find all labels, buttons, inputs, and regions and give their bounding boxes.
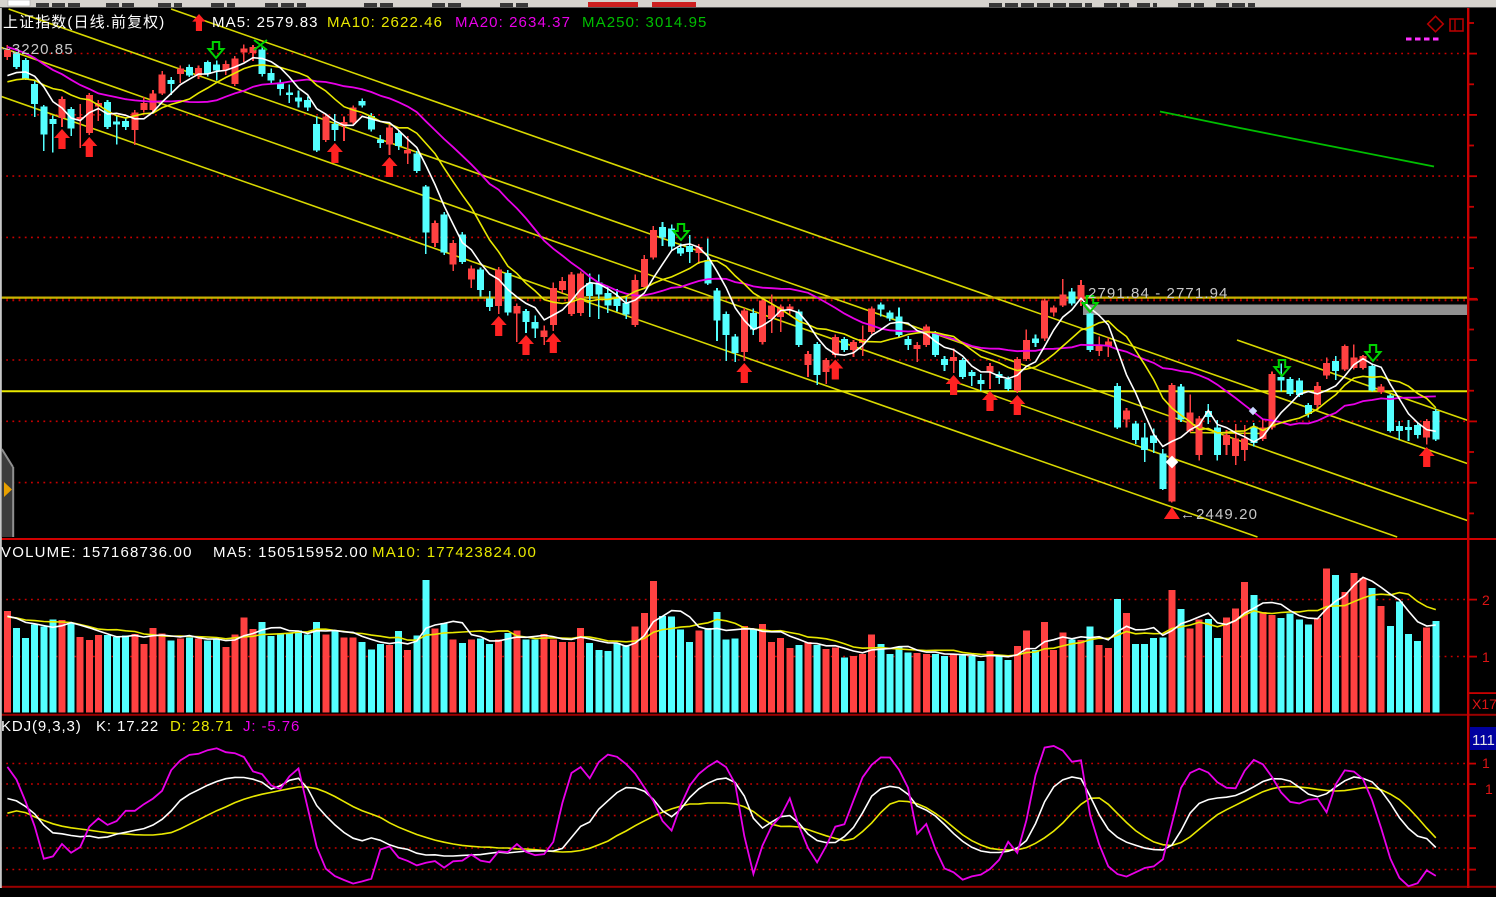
svg-text:2: 2	[1482, 592, 1490, 608]
svg-text:X17: X17	[1472, 696, 1496, 712]
svg-text:MA5: 150515952.00: MA5: 150515952.00	[213, 544, 369, 561]
svg-text:J: -5.76: J: -5.76	[243, 718, 300, 735]
svg-text:MA10: 2622.46: MA10: 2622.46	[327, 14, 443, 31]
svg-text:MA20: 2634.37: MA20: 2634.37	[455, 14, 571, 31]
svg-text:~3220.85: ~3220.85	[2, 41, 74, 58]
svg-text:MA5: 2579.83: MA5: 2579.83	[212, 14, 319, 31]
svg-text:MA10: 177423824.00: MA10: 177423824.00	[372, 544, 537, 561]
svg-text:←2449.20: ←2449.20	[1180, 506, 1258, 523]
svg-text:1: 1	[1482, 755, 1490, 771]
svg-text:111: 111	[1472, 732, 1495, 749]
svg-text:1: 1	[1485, 781, 1493, 797]
svg-text:1: 1	[1482, 649, 1490, 665]
svg-text:D: 28.71: D: 28.71	[170, 718, 234, 735]
svg-text:K: 17.22: K: 17.22	[96, 718, 159, 735]
svg-text:MA250: 3014.95: MA250: 3014.95	[582, 14, 707, 31]
svg-text:KDJ(9,3,3): KDJ(9,3,3)	[1, 718, 82, 735]
svg-text:2791.84 - 2771.94: 2791.84 - 2771.94	[1088, 285, 1228, 302]
svg-text:VOLUME: 157168736.00: VOLUME: 157168736.00	[1, 544, 193, 561]
svg-text:上证指数(日线.前复权): 上证指数(日线.前复权)	[3, 13, 165, 31]
